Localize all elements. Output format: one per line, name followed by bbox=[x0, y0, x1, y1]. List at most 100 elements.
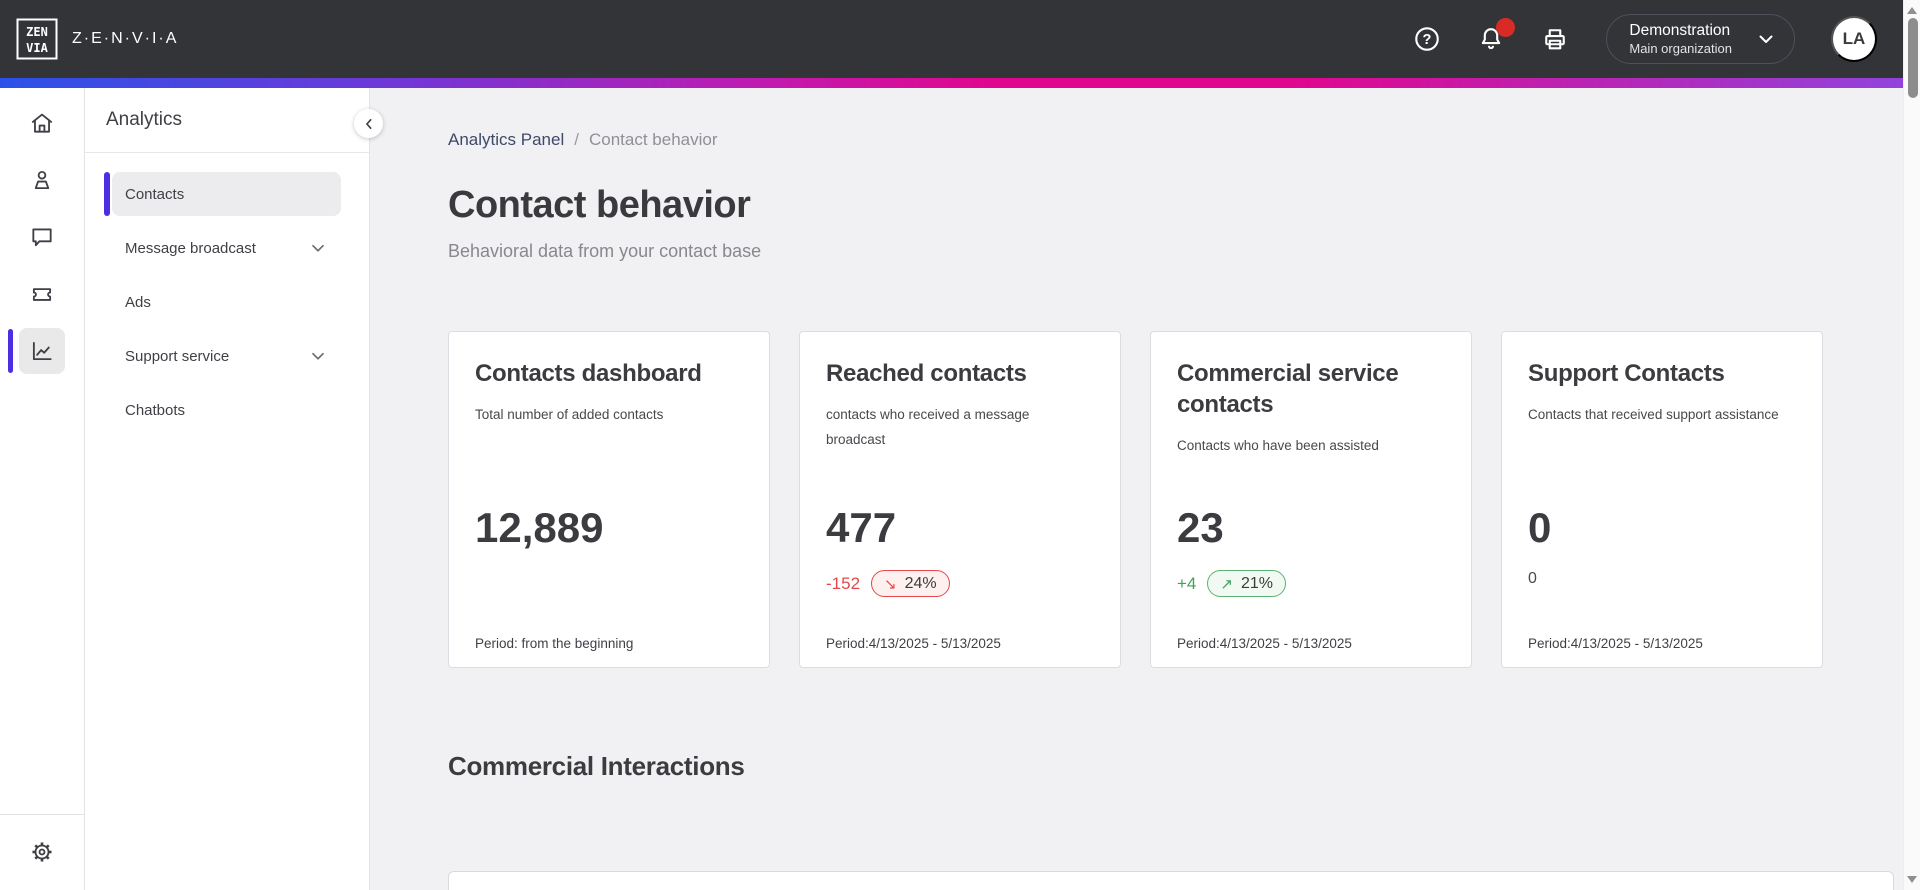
card-period: Period:4/13/2025 - 5/13/2025 bbox=[1528, 636, 1703, 651]
svg-text:VIA: VIA bbox=[26, 41, 48, 55]
analytics-icon bbox=[29, 338, 55, 364]
svg-text:?: ? bbox=[1423, 32, 1432, 48]
avatar-initials: LA bbox=[1842, 29, 1866, 48]
bell-icon bbox=[1477, 25, 1505, 53]
page-subtitle: Behavioral data from your contact base bbox=[448, 241, 762, 261]
org-switcher[interactable]: Demonstration Main organization bbox=[1606, 14, 1795, 64]
sidebar-item-label: Ads bbox=[125, 293, 151, 311]
sidebar-item-label: Contacts bbox=[125, 185, 185, 203]
card-period: Period: from the beginning bbox=[475, 636, 634, 651]
trend-badge: ↗ 21% bbox=[1207, 570, 1286, 597]
topbar-actions: ? bbox=[1410, 14, 1877, 64]
sidebar-collapse-button[interactable] bbox=[354, 109, 383, 138]
rail-item-settings[interactable] bbox=[19, 829, 65, 875]
sidebar-item-ads[interactable]: Ads bbox=[112, 280, 341, 324]
breadcrumb-separator: / bbox=[574, 130, 579, 149]
brand: ZEN VIA Z·E·N·V·I·A bbox=[16, 18, 178, 60]
org-type: Main organization bbox=[1629, 40, 1732, 56]
shell: Analytics Contacts Message broadcast bbox=[0, 88, 1903, 890]
card-contacts-dashboard: Contacts dashboard Total number of added… bbox=[448, 331, 770, 668]
nav-rail bbox=[0, 88, 85, 890]
main-content: Analytics Panel / Contact behavior Conta… bbox=[370, 88, 1903, 890]
stat-cards-row: Contacts dashboard Total number of added… bbox=[448, 331, 1823, 668]
sidebar-item-label: Message broadcast bbox=[125, 239, 256, 257]
rail-item-conversations[interactable] bbox=[19, 214, 65, 260]
scrollbar bbox=[1903, 0, 1920, 890]
help-icon: ? bbox=[1413, 25, 1441, 53]
card-title: Contacts dashboard bbox=[475, 360, 702, 387]
avatar[interactable]: LA bbox=[1831, 16, 1877, 62]
printer-icon bbox=[1541, 25, 1569, 53]
card-delta-row: -152 ↘ 24% bbox=[826, 570, 950, 597]
card-description: Contacts who have been assisted bbox=[1177, 438, 1379, 453]
org-name: Demonstration bbox=[1629, 22, 1731, 40]
delta-value: -152 bbox=[826, 573, 861, 593]
card-period: Period:4/13/2025 - 5/13/2025 bbox=[1177, 636, 1352, 651]
card-title: Commercial service contacts bbox=[1177, 360, 1399, 418]
scrollbar-thumb[interactable] bbox=[1907, 18, 1918, 98]
sidebar-item-chatbots[interactable]: Chatbots bbox=[112, 388, 341, 432]
page-title: Contact behavior bbox=[448, 184, 751, 226]
brand-name: Z·E·N·V·I·A bbox=[72, 30, 179, 47]
chevron-down-icon bbox=[307, 237, 329, 259]
breadcrumb-current: Contact behavior bbox=[588, 130, 718, 149]
card-title: Reached contacts bbox=[826, 360, 1027, 387]
sidebar: Analytics Contacts Message broadcast bbox=[85, 88, 383, 890]
card-delta-row: 0 bbox=[1528, 570, 1537, 588]
sidebar-item-support-service[interactable]: Support service bbox=[112, 334, 341, 378]
rail-item-tickets[interactable] bbox=[19, 271, 65, 317]
sidebar-title: Analytics bbox=[85, 88, 369, 153]
sidebar-item-contacts[interactable]: Contacts bbox=[104, 172, 341, 216]
chevron-left-icon bbox=[359, 114, 379, 134]
card-description: Contacts that received support assistanc… bbox=[1528, 407, 1779, 422]
chat-icon bbox=[29, 224, 55, 250]
card-delta-row: +4 ↗ 21% bbox=[1177, 570, 1286, 597]
card-value: 12,889 bbox=[475, 504, 604, 551]
trend-percent: 24% bbox=[904, 574, 937, 592]
delta-value: 0 bbox=[1528, 570, 1537, 587]
chevron-down-icon bbox=[1754, 27, 1778, 51]
delta-value: +4 bbox=[1177, 573, 1197, 593]
commercial-interactions-card bbox=[448, 871, 1894, 890]
trend-badge: ↘ 24% bbox=[871, 570, 950, 597]
trend-up-icon: ↗ bbox=[1220, 575, 1233, 593]
sidebar-item-label: Support service bbox=[125, 347, 230, 365]
scrollbar-up-arrow[interactable] bbox=[1907, 7, 1917, 14]
trend-percent: 21% bbox=[1240, 574, 1273, 592]
rail-bottom bbox=[0, 814, 85, 890]
home-icon bbox=[29, 110, 55, 136]
card-period: Period:4/13/2025 - 5/13/2025 bbox=[826, 636, 1001, 651]
person-icon bbox=[29, 167, 55, 193]
svg-text:ZEN: ZEN bbox=[26, 25, 48, 39]
card-description: contacts who received a message broadcas… bbox=[826, 407, 1030, 447]
trend-down-icon: ↘ bbox=[884, 575, 897, 593]
zenvia-logo-icon: ZEN VIA bbox=[16, 18, 58, 60]
rail-item-home[interactable] bbox=[19, 100, 65, 146]
card-commercial-service-contacts: Commercial service contacts Contacts who… bbox=[1150, 331, 1472, 668]
help-button[interactable]: ? bbox=[1410, 22, 1444, 56]
ticket-icon bbox=[29, 281, 55, 307]
sidebar-menu: Contacts Message broadcast Ads Support s… bbox=[85, 153, 369, 432]
rail-item-analytics[interactable] bbox=[8, 328, 65, 374]
chevron-down-icon bbox=[307, 345, 329, 367]
rail-item-contacts[interactable] bbox=[19, 157, 65, 203]
card-value: 477 bbox=[826, 504, 897, 551]
scrollbar-down-arrow[interactable] bbox=[1907, 876, 1917, 883]
print-button[interactable] bbox=[1538, 22, 1572, 56]
card-value: 0 bbox=[1528, 504, 1552, 551]
notifications-button[interactable] bbox=[1474, 18, 1516, 56]
sidebar-item-message-broadcast[interactable]: Message broadcast bbox=[112, 226, 341, 270]
card-reached-contacts: Reached contacts contacts who received a… bbox=[799, 331, 1121, 668]
section-title-commercial-interactions: Commercial Interactions bbox=[448, 751, 745, 781]
card-value: 23 bbox=[1177, 504, 1224, 551]
card-description: Total number of added contacts bbox=[475, 407, 664, 422]
breadcrumb: Analytics Panel / Contact behavior bbox=[448, 128, 1823, 152]
card-title: Support Contacts bbox=[1528, 360, 1725, 387]
brand-gradient-bar bbox=[0, 78, 1903, 88]
notification-badge bbox=[1496, 18, 1516, 37]
gear-icon bbox=[29, 839, 55, 865]
topbar: ZEN VIA Z·E·N·V·I·A ? bbox=[0, 0, 1903, 78]
breadcrumb-analytics-panel[interactable]: Analytics Panel bbox=[448, 130, 565, 149]
card-support-contacts: Support Contacts Contacts that received … bbox=[1501, 331, 1823, 668]
